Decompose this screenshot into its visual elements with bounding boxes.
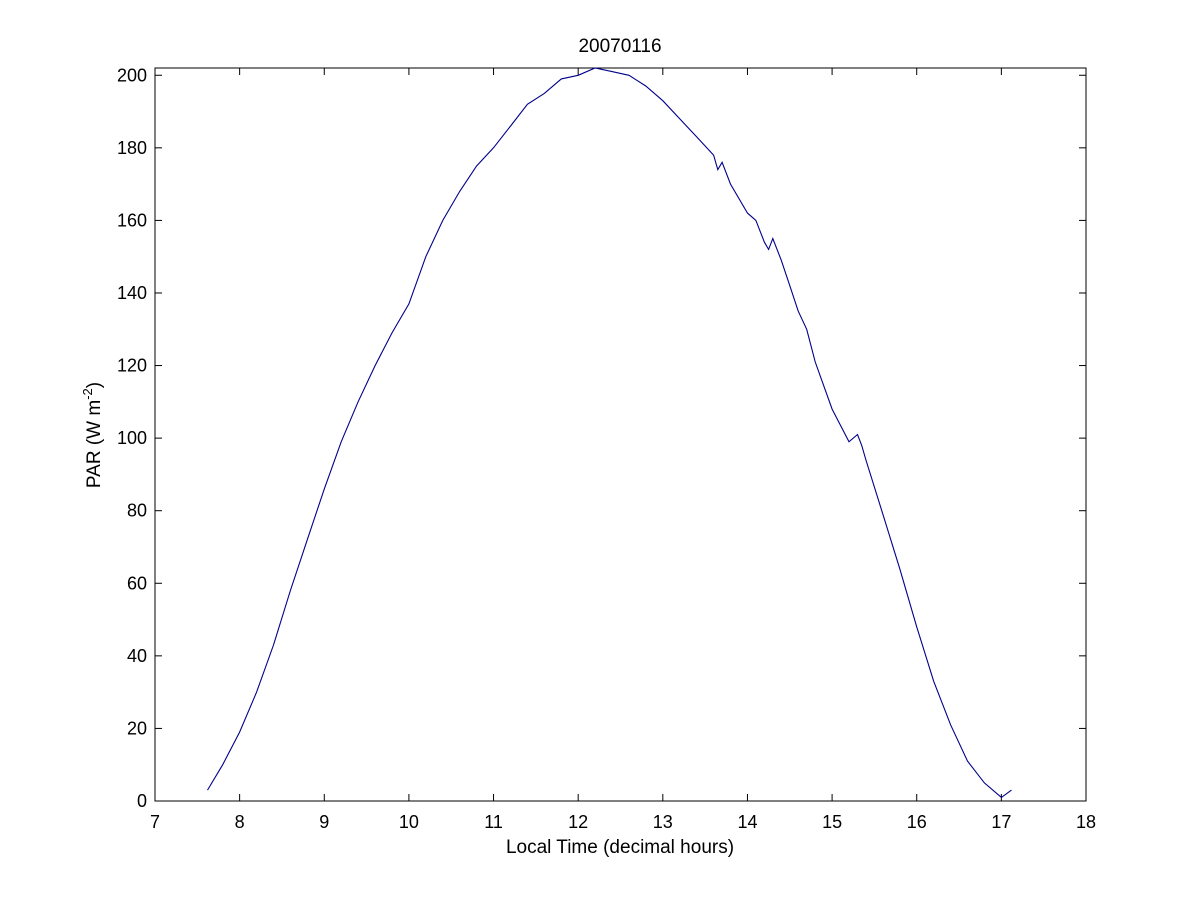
y-tick-label: 200 [117, 65, 147, 85]
x-tick-label: 11 [484, 812, 503, 832]
y-axis-title-prefix: PAR (W m [84, 400, 105, 488]
y-tick-label: 120 [117, 356, 147, 376]
y-axis-title: PAR (W m-2) [80, 382, 105, 488]
y-tick-label: 20 [127, 718, 147, 738]
y-tick-label: 80 [127, 501, 147, 521]
x-tick-label: 18 [1076, 812, 1096, 832]
x-tick-label: 13 [653, 812, 673, 832]
x-axis-title: Local Time (decimal hours) [506, 837, 734, 858]
y-tick-label: 160 [117, 210, 147, 230]
y-axis-title-suffix: ) [84, 382, 105, 388]
x-tick-label: 15 [822, 812, 842, 832]
x-tick-label: 16 [907, 812, 927, 832]
y-axis-ticks: 0 20 40 60 80 100 120 140 160 180 200 [117, 65, 1086, 811]
x-tick-label: 8 [235, 812, 245, 832]
y-axis-title-superscript: -2 [80, 388, 95, 400]
y-tick-label: 40 [127, 646, 147, 666]
chart-title: 20070116 [578, 36, 661, 57]
y-tick-label: 180 [117, 138, 147, 158]
x-tick-label: 9 [319, 812, 329, 832]
x-tick-label: 7 [150, 812, 160, 832]
y-tick-label: 0 [137, 791, 147, 811]
plot-frame [154, 67, 1087, 802]
x-tick-label: 12 [568, 812, 588, 832]
x-axis-ticks: 7 8 9 10 11 12 13 14 15 16 17 18 [150, 68, 1096, 832]
y-tick-label: 140 [117, 283, 147, 303]
y-tick-label: 100 [117, 428, 147, 448]
x-tick-label: 14 [737, 812, 757, 832]
x-tick-label: 10 [399, 812, 419, 832]
y-tick-label: 60 [127, 573, 147, 593]
par-series-line [207, 67, 1012, 799]
x-tick-label: 17 [991, 812, 1011, 832]
